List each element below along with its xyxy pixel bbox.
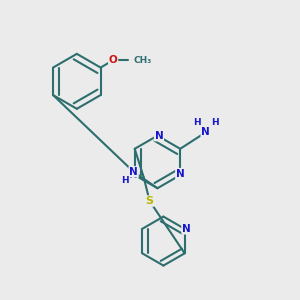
Text: N: N [176,169,184,178]
Text: O: O [109,55,118,65]
Text: N: N [129,167,138,177]
Text: H: H [194,118,201,127]
Text: H: H [122,176,129,185]
Text: N: N [154,131,163,141]
Text: N: N [182,224,191,234]
Text: CH₃: CH₃ [134,56,152,64]
Text: H: H [211,118,219,127]
Text: N: N [129,170,138,180]
Text: S: S [146,196,154,206]
Text: N: N [201,128,210,137]
